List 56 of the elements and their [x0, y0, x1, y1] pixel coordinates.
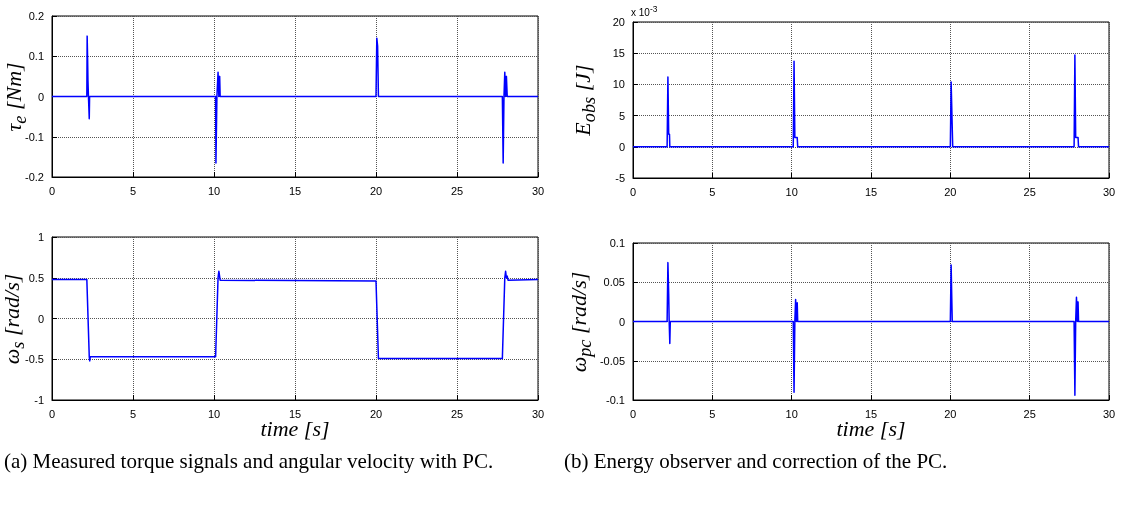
y-tick-label: 5 — [618, 109, 625, 122]
x-tick-label: 15 — [864, 407, 878, 420]
x-tick-label: 20 — [944, 407, 957, 420]
x-tick-label: 0 — [629, 407, 637, 420]
y-tick-label: -0.5 — [25, 353, 44, 366]
x-tick-label: 5 — [129, 184, 137, 197]
y-tick-label: -1 — [34, 394, 44, 406]
y-tick-label: 0 — [618, 315, 625, 328]
line-series — [632, 54, 1110, 148]
y-tick-label: -0.1 — [25, 130, 44, 143]
x-tick-label: 10 — [207, 407, 221, 420]
x-tick-label: 15 — [864, 185, 878, 198]
line-series — [51, 35, 539, 164]
x-tick-label: 10 — [207, 184, 221, 197]
x-tick-label: 10 — [785, 407, 798, 420]
x-tick-label: 0 — [629, 185, 637, 198]
y-tick-label: -0.2 — [25, 171, 44, 183]
text: x 10$^{-3}$ — [631, 4, 658, 19]
line-series — [632, 261, 1110, 397]
x-tick-label: 15 — [288, 184, 302, 197]
text: (b) Energy observer and correction of the PC. — [564, 448, 949, 474]
y-tick-label: -5 — [615, 172, 625, 184]
y-tick-label: 1 — [37, 231, 44, 243]
x-tick-label: 30 — [531, 184, 545, 197]
x-tick-label: 20 — [944, 185, 957, 198]
x-tick-label: 25 — [450, 184, 464, 197]
y-tick-label: 15 — [612, 47, 625, 60]
x-tick-label: 20 — [369, 184, 383, 197]
x-tick-label: 20 — [369, 407, 383, 420]
y-tick-label: 0 — [618, 140, 625, 153]
x-tick-label: 5 — [129, 407, 137, 420]
x-tick-label: 30 — [531, 407, 545, 420]
x-tick-label: 25 — [1023, 185, 1036, 198]
x-tick-label: 25 — [1023, 407, 1036, 420]
text: (a) Measured torque signals and angular velocity with PC. — [4, 448, 495, 474]
y-tick-label: 0.2 — [28, 10, 44, 22]
line-series — [51, 270, 539, 362]
y-tick-label: -0.1 — [606, 394, 625, 406]
x-tick-label: 5 — [709, 407, 716, 420]
x-tick-label: 30 — [1102, 407, 1116, 420]
x-tick-label: 30 — [1102, 185, 1116, 198]
x-tick-label: 0 — [48, 184, 56, 197]
y-tick-label: 20 — [612, 16, 625, 28]
x-tick-label: 0 — [48, 407, 56, 420]
y-tick-label: 0.1 — [28, 50, 44, 63]
x-tick-label: 25 — [450, 407, 464, 420]
y-tick-label: 0 — [37, 312, 44, 325]
x-tick-label: 10 — [785, 185, 798, 198]
x-tick-label: 5 — [709, 185, 716, 198]
x-tick-label: 15 — [288, 407, 302, 420]
y-tick-label: 10 — [612, 78, 625, 91]
y-tick-label: 0 — [37, 90, 44, 103]
y-tick-label: 0.5 — [28, 271, 44, 284]
y-tick-label: 0.1 — [609, 237, 625, 249]
y-tick-label: -0.05 — [599, 354, 625, 367]
y-tick-label: 0.05 — [603, 276, 625, 289]
